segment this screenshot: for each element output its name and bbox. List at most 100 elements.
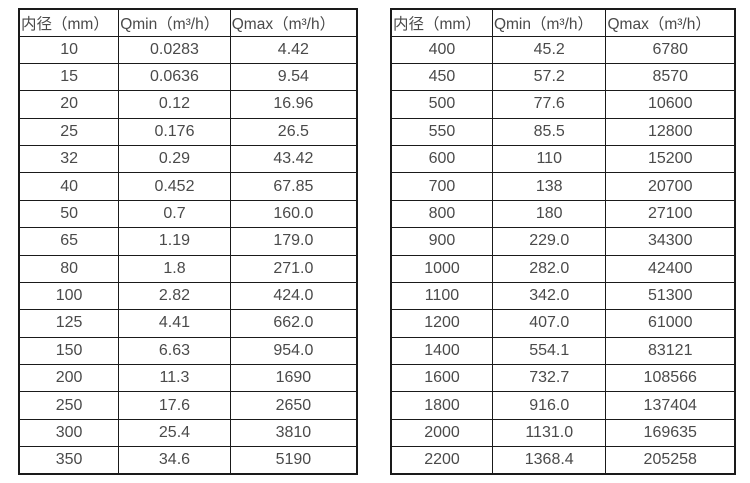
table-row: 400 45.2 6780: [390, 35, 736, 64]
column-header: 内径（mm）: [390, 8, 493, 37]
table-row: 2000 1131.0 169635: [390, 418, 736, 448]
table-cell: 5190: [229, 446, 358, 475]
table-cell: 450: [390, 62, 493, 92]
table-cell: 20700: [605, 172, 736, 201]
table-cell: 0.7: [118, 199, 231, 229]
table-cell: 1100: [390, 281, 493, 311]
table-cell: 900: [390, 227, 493, 256]
column-header: Qmax（m³/h）: [229, 8, 358, 37]
table-row: 15 0.0636 9.54: [18, 62, 358, 92]
table-cell: 550: [390, 117, 493, 147]
table-cell: 10: [18, 35, 120, 64]
table-cell: 1690: [229, 363, 358, 393]
column-header: Qmin（m³/h）: [118, 8, 231, 37]
table-cell: 400: [390, 35, 493, 64]
table-cell: 32: [18, 144, 120, 174]
table-cell: 51300: [605, 281, 736, 311]
table-cell: 15: [18, 62, 120, 92]
table-row: 50 0.7 160.0: [18, 199, 358, 229]
table-row: 550 85.5 12800: [390, 117, 736, 147]
table-cell: 57.2: [491, 62, 607, 92]
column-header: Qmax（m³/h）: [605, 8, 736, 37]
table-cell: 67.85: [229, 172, 358, 201]
table-row: 250 17.6 2650: [18, 391, 358, 420]
table-cell: 6780: [605, 35, 736, 64]
table-cell: 10600: [605, 90, 736, 119]
table-cell: 1600: [390, 363, 493, 393]
table-cell: 200: [18, 363, 120, 393]
table-cell: 3810: [229, 418, 358, 448]
table-cell: 83121: [605, 336, 736, 366]
table-cell: 27100: [605, 199, 736, 229]
table-cell: 34300: [605, 227, 736, 256]
table-cell: 80: [18, 254, 120, 283]
table-cell: 916.0: [491, 391, 607, 420]
table-row: 1100 342.0 51300: [390, 281, 736, 311]
table-row: 500 77.6 10600: [390, 90, 736, 119]
table-row: 25 0.176 26.5: [18, 117, 358, 147]
table-cell: 11.3: [118, 363, 231, 393]
table-cell: 12800: [605, 117, 736, 147]
table-cell: 9.54: [229, 62, 358, 92]
table-row: 600 110 15200: [390, 144, 736, 174]
table-row: 40 0.452 67.85: [18, 172, 358, 201]
table-cell: 1800: [390, 391, 493, 420]
table-cell: 0.12: [118, 90, 231, 119]
table-row: 80 1.8 271.0: [18, 254, 358, 283]
column-header: Qmin（m³/h）: [491, 8, 607, 37]
table-cell: 15200: [605, 144, 736, 174]
table-cell: 25.4: [118, 418, 231, 448]
table-cell: 137404: [605, 391, 736, 420]
table-cell: 45.2: [491, 35, 607, 64]
table-cell: 2650: [229, 391, 358, 420]
table-cell: 125: [18, 309, 120, 338]
table-cell: 108566: [605, 363, 736, 393]
table-cell: 1200: [390, 309, 493, 338]
column-header: 内径（mm）: [18, 8, 120, 37]
table-row: 1600 732.7 108566: [390, 363, 736, 393]
table-cell: 4.41: [118, 309, 231, 338]
table-row: 100 2.82 424.0: [18, 281, 358, 311]
table-cell: 500: [390, 90, 493, 119]
table-row: 900 229.0 34300: [390, 227, 736, 256]
table-row: 350 34.6 5190: [18, 446, 358, 475]
table-row: 700 138 20700: [390, 172, 736, 201]
table-cell: 424.0: [229, 281, 358, 311]
table-cell: 20: [18, 90, 120, 119]
table-cell: 300: [18, 418, 120, 448]
table-row: 32 0.29 43.42: [18, 144, 358, 174]
flow-rate-table-small-diameters: 内径（mm） Qmin（m³/h） Qmax（m³/h） 10 0.0283 4.42 1…: [18, 8, 358, 475]
table-cell: 180: [491, 199, 607, 229]
table-cell: 43.42: [229, 144, 358, 174]
table-row: 1800 916.0 137404: [390, 391, 736, 420]
table-cell: 169635: [605, 418, 736, 448]
table-cell: 65: [18, 227, 120, 256]
table-cell: 229.0: [491, 227, 607, 256]
table-cell: 61000: [605, 309, 736, 338]
table-cell: 1.8: [118, 254, 231, 283]
table-cell: 2.82: [118, 281, 231, 311]
table-cell: 25: [18, 117, 120, 147]
table-row: 1200 407.0 61000: [390, 309, 736, 338]
table-row: 800 180 27100: [390, 199, 736, 229]
table-cell: 0.176: [118, 117, 231, 147]
table-cell: 17.6: [118, 391, 231, 420]
table-cell: 1000: [390, 254, 493, 283]
table-cell: 282.0: [491, 254, 607, 283]
table-cell: 8570: [605, 62, 736, 92]
table-cell: 0.452: [118, 172, 231, 201]
flow-rate-table-large-diameters: 内径（mm） Qmin（m³/h） Qmax（m³/h） 400 45.2 6780 45…: [390, 8, 736, 475]
table-cell: 0.29: [118, 144, 231, 174]
table-cell: 342.0: [491, 281, 607, 311]
table-cell: 1368.4: [491, 446, 607, 475]
table-cell: 407.0: [491, 309, 607, 338]
table-cell: 250: [18, 391, 120, 420]
table-row: 300 25.4 3810: [18, 418, 358, 448]
table-cell: 0.0283: [118, 35, 231, 64]
table-cell: 26.5: [229, 117, 358, 147]
table-cell: 271.0: [229, 254, 358, 283]
table-cell: 4.42: [229, 35, 358, 64]
table-cell: 700: [390, 172, 493, 201]
table-header-row: 内径（mm） Qmin（m³/h） Qmax（m³/h）: [390, 8, 736, 37]
